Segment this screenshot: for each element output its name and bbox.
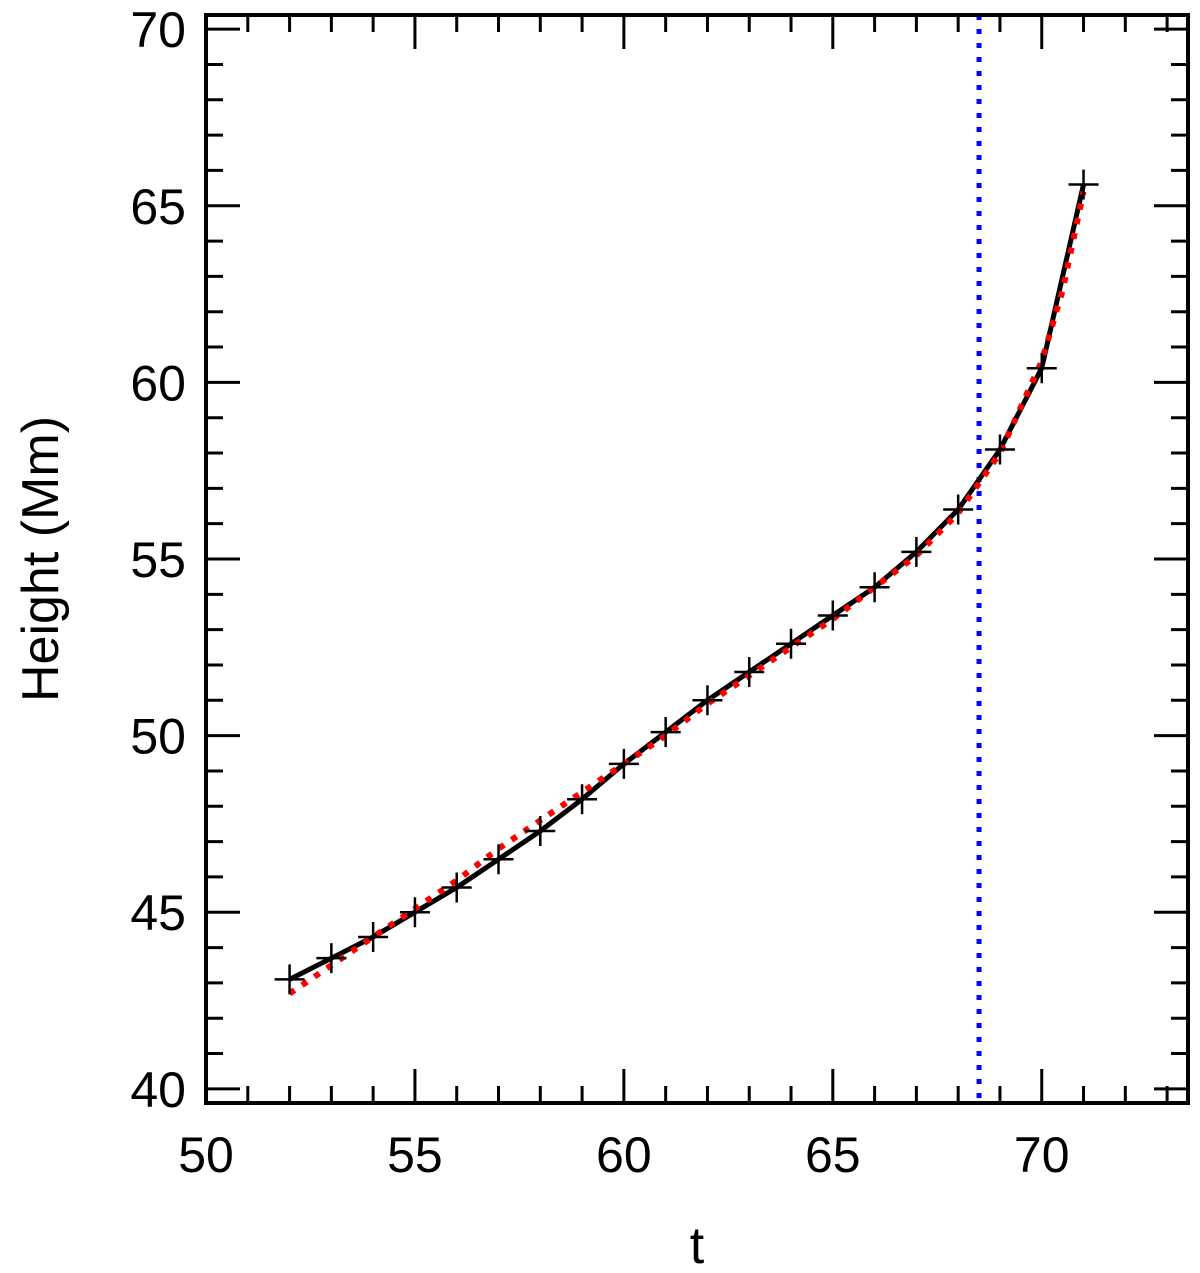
axis-ticks: [204, 15, 1188, 1103]
data-point-marker: [817, 600, 848, 631]
data-point-marker: [776, 628, 807, 659]
data-line: [288, 184, 1086, 982]
x-tick-label: 55: [387, 1127, 443, 1183]
data-point-marker: [692, 685, 723, 716]
data-point-marker: [441, 872, 472, 903]
y-axis-title: Height (Mm): [12, 416, 70, 702]
data-point-marker: [1068, 169, 1099, 200]
y-tick-label: 70: [130, 2, 186, 58]
data-markers: [274, 169, 1099, 995]
y-tick-label: 55: [130, 532, 186, 588]
y-tick-label: 60: [130, 355, 186, 411]
x-tick-label: 50: [178, 1127, 234, 1183]
data-point-marker: [316, 943, 347, 974]
data-point-marker: [483, 844, 514, 875]
y-tick-label: 45: [130, 885, 186, 941]
tick-labels: 50 55 60 65 70 40 45 50 55 60 65 70: [130, 2, 1069, 1183]
fit-line: [287, 190, 1087, 996]
data-point-marker: [901, 536, 932, 567]
data-point-marker: [358, 921, 389, 952]
x-axis-title: t: [690, 1217, 705, 1273]
data-point-marker: [984, 434, 1015, 465]
data-point-marker: [399, 897, 430, 928]
data-point-marker: [859, 572, 890, 603]
y-tick-label: 65: [130, 179, 186, 235]
data-point-marker: [608, 748, 639, 779]
data-point-marker: [274, 964, 305, 995]
y-tick-label: 40: [130, 1062, 186, 1118]
data-point-marker: [1026, 353, 1057, 384]
plot-frame: [204, 13, 1190, 1105]
x-tick-label: 65: [805, 1127, 861, 1183]
y-tick-label: 50: [130, 709, 186, 765]
x-tick-label: 60: [596, 1127, 652, 1183]
series-lines: [287, 184, 1087, 996]
data-point-marker: [525, 816, 556, 846]
data-point-marker: [734, 657, 765, 688]
data-point-marker: [650, 717, 681, 748]
data-point-marker: [943, 494, 974, 525]
x-tick-label: 70: [1014, 1127, 1070, 1183]
data-point-marker: [567, 784, 598, 815]
